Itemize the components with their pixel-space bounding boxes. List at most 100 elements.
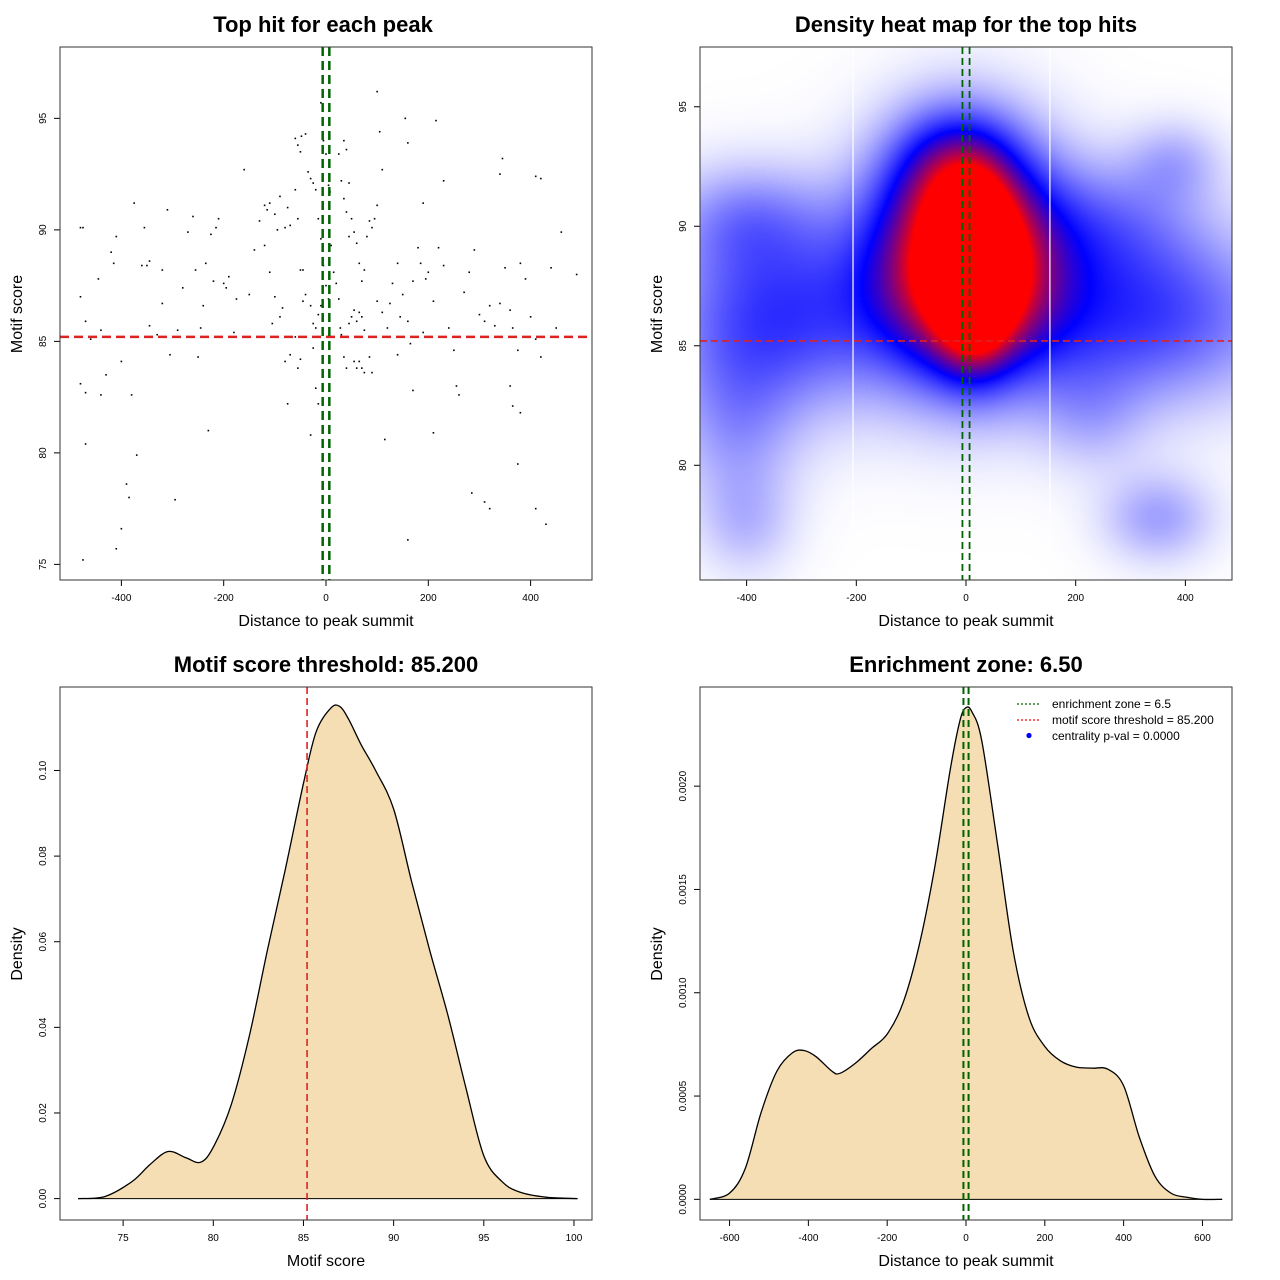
heatmap-xlabel: Distance to peak summit [878,613,1054,630]
scatter-point [304,293,307,296]
scatter-point [366,235,368,238]
scatter-point [299,358,302,361]
scatter-point [320,101,322,104]
scatter-point [560,231,563,233]
scatter-point [432,432,435,434]
scatter-point [320,237,322,240]
y-tick-label: 0.08 [38,846,49,866]
scatter-point [473,249,476,251]
score-density-plot-area: 75 80 85 90 95 100 0.00 0.02 0.04 0.06 0.08 0.10 [38,686,593,1244]
x-tick-label: 200 [1067,593,1084,604]
heatmap-panel: Density heat map for the top hits -400 -2… [649,12,1233,630]
scatter-point [407,142,409,144]
scatter-point [363,269,366,271]
scatter-point [499,302,501,305]
scatter-title: Top hit for each peak [213,12,433,37]
x-tick-label: -600 [720,1233,740,1244]
scatter-point [166,208,169,211]
y-tick-label: 0.0000 [678,1184,689,1215]
scatter-point [534,507,537,510]
scatter-point [519,262,522,265]
scatter-point [294,188,297,191]
scatter-point [317,217,320,220]
scatter-point [274,295,276,298]
scatter-point [304,133,307,135]
scatter-point [199,327,202,329]
scatter-xlabel: Distance to peak summit [238,613,414,630]
scatter-point [284,360,286,363]
scatter-point [294,137,297,140]
scatter-point [361,280,363,282]
scatter-point [376,90,378,93]
scatter-point [350,217,353,220]
scatter-point [435,119,437,122]
scatter-point [345,367,348,369]
y-tick-label: 0.0010 [678,977,689,1008]
scatter-point [345,211,348,213]
scatter-point [297,144,299,146]
scatter-point [325,153,327,155]
scatter-point [488,304,491,307]
scatter-point [358,262,361,265]
scatter-point [271,322,274,325]
scatter-point [343,197,345,200]
density-canvas [700,47,1232,580]
scatter-point [396,262,399,265]
x-tick-label: -200 [846,593,866,604]
scatter-point [276,229,279,231]
scatter-point [399,316,401,318]
scatter-point [373,217,376,220]
scatter-point [266,208,268,211]
plot-frame [59,686,593,1221]
scatter-point [302,300,304,303]
scatter-point [309,177,312,180]
scatter-point [300,135,303,138]
scatter-point [204,262,207,265]
scatter-point [314,327,317,329]
scatter-point [141,264,143,267]
score-density-xlabel: Motif score [287,1253,365,1270]
scatter-point [463,291,465,294]
scatter-point [376,300,378,303]
scatter-point [504,266,506,269]
y-tick-label: 95 [678,101,689,113]
scatter-point [100,394,102,396]
scatter-point [299,269,302,271]
scatter-point [348,182,350,184]
y-tick-label: 0.0020 [678,770,689,801]
scatter-point [340,333,343,336]
scatter-point [363,329,366,332]
scatter-point [79,295,82,298]
scatter-point [337,153,340,155]
plot-frame [699,46,1233,581]
scatter-point [312,322,315,325]
scatter-point [176,329,179,332]
scatter-point [488,507,491,510]
scatter-point [458,394,460,396]
scatter-point [353,309,355,311]
legend-label: motif score threshold = 85.200 [1052,713,1214,727]
scatter-point [210,233,212,236]
scatter-point [258,220,261,222]
scatter-point [289,224,291,227]
y-tick-label: 0.00 [38,1188,49,1208]
scatter-point [447,327,450,329]
scatter-point [432,300,435,303]
scatter-point [386,327,389,329]
scatter-point [320,304,322,307]
scatter-point [339,327,342,329]
scatter-point [427,271,430,274]
scatter-point [309,304,312,307]
scatter-point [524,278,527,280]
y-tick-label: 0.06 [38,932,49,952]
scatter-point [453,349,455,352]
scatter-point [274,213,276,216]
scatter-point [401,293,404,296]
scatter-point [540,177,542,180]
density-raster [700,47,1232,580]
legend: enrichment zone = 6.5 motif score thresho… [1017,697,1214,743]
y-tick-label: 80 [38,447,49,459]
scatter-point [307,171,309,173]
scatter-point [314,188,317,191]
